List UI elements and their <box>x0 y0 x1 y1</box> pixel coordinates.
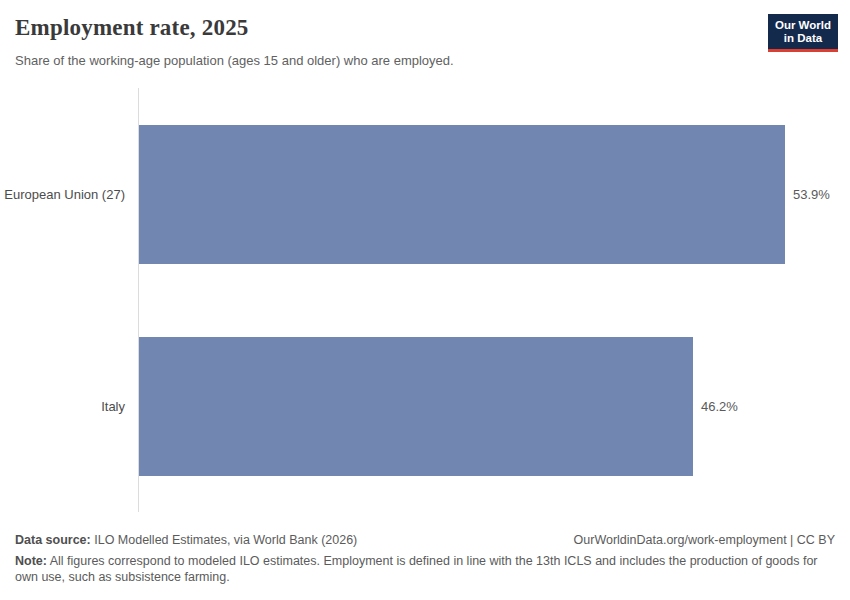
category-label: Italy <box>0 399 132 414</box>
chart-footer: Data source: ILO Modelled Estimates, via… <box>15 532 835 585</box>
note-label: Note: <box>15 554 47 568</box>
data-source-label: Data source: <box>15 533 91 547</box>
chart-subtitle: Share of the working-age population (age… <box>15 53 454 68</box>
plot-area: European Union (27) 53.9% Italy 46.2% <box>0 88 850 512</box>
value-label: 46.2% <box>701 399 738 414</box>
bar-row[interactable]: European Union (27) 53.9% <box>0 125 850 264</box>
owid-logo-line2: in Data <box>775 32 831 45</box>
bar[interactable] <box>139 337 693 476</box>
page-title: Employment rate, 2025 <box>15 15 249 41</box>
category-label: European Union (27) <box>0 187 132 202</box>
owid-logo-line1: Our World <box>775 19 831 32</box>
note-text: Note: All figures correspond to modeled … <box>15 553 820 585</box>
owid-logo: Our World in Data <box>768 14 838 52</box>
value-label: 53.9% <box>793 187 830 202</box>
data-source-text: Data source: ILO Modelled Estimates, via… <box>15 532 357 548</box>
bar[interactable] <box>139 125 785 264</box>
attribution-link[interactable]: OurWorldinData.org/work-employment | CC … <box>574 532 835 548</box>
bar-row[interactable]: Italy 46.2% <box>0 337 850 476</box>
owid-chart: Employment rate, 2025 Share of the worki… <box>0 0 850 600</box>
